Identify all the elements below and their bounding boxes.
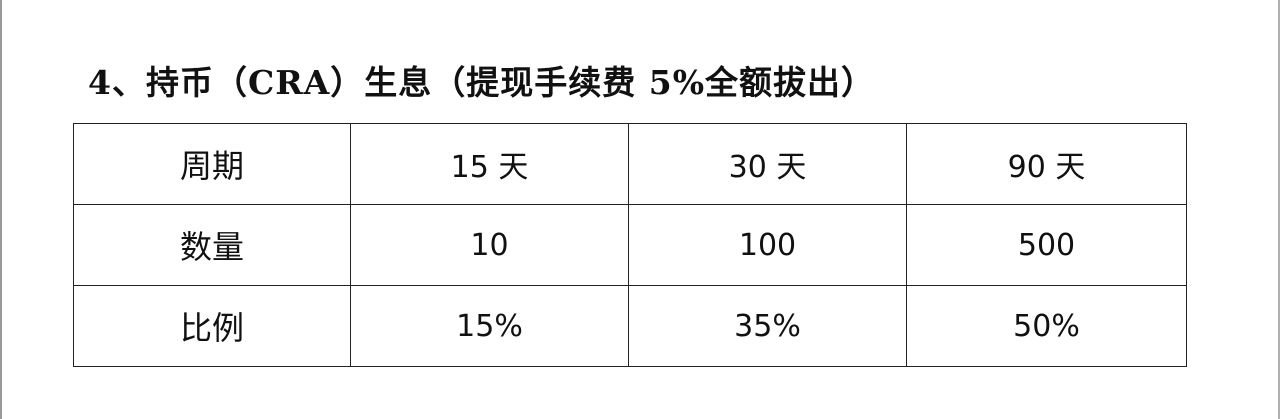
period-30-cell: 30 天 xyxy=(628,123,907,205)
interest-table: 周期 15 天 30 天 90 天 数量 10 100 500 比例 15% 3… xyxy=(73,123,1187,367)
table-row-quantity: 数量 10 100 500 xyxy=(73,204,1187,286)
ratio-90-cell: 50% xyxy=(906,285,1187,367)
row-label-quantity: 数量 xyxy=(73,204,351,286)
ratio-15-cell: 15% xyxy=(350,285,629,367)
quantity-90-cell: 500 xyxy=(906,204,1187,286)
left-border xyxy=(0,0,2,419)
ratio-30-cell: 35% xyxy=(628,285,907,367)
section-heading: 4、持币（CRA）生息（提现手续费 5%全额拔出） xyxy=(88,63,876,102)
quantity-30-cell: 100 xyxy=(628,204,907,286)
period-15-cell: 15 天 xyxy=(350,123,629,205)
row-label-period: 周期 xyxy=(73,123,351,205)
quantity-15-cell: 10 xyxy=(350,204,629,286)
period-90-cell: 90 天 xyxy=(906,123,1187,205)
row-label-ratio: 比例 xyxy=(73,285,351,367)
table-row-ratio: 比例 15% 35% 50% xyxy=(73,285,1187,367)
right-border xyxy=(1278,0,1280,419)
table-row-period: 周期 15 天 30 天 90 天 xyxy=(73,123,1187,205)
